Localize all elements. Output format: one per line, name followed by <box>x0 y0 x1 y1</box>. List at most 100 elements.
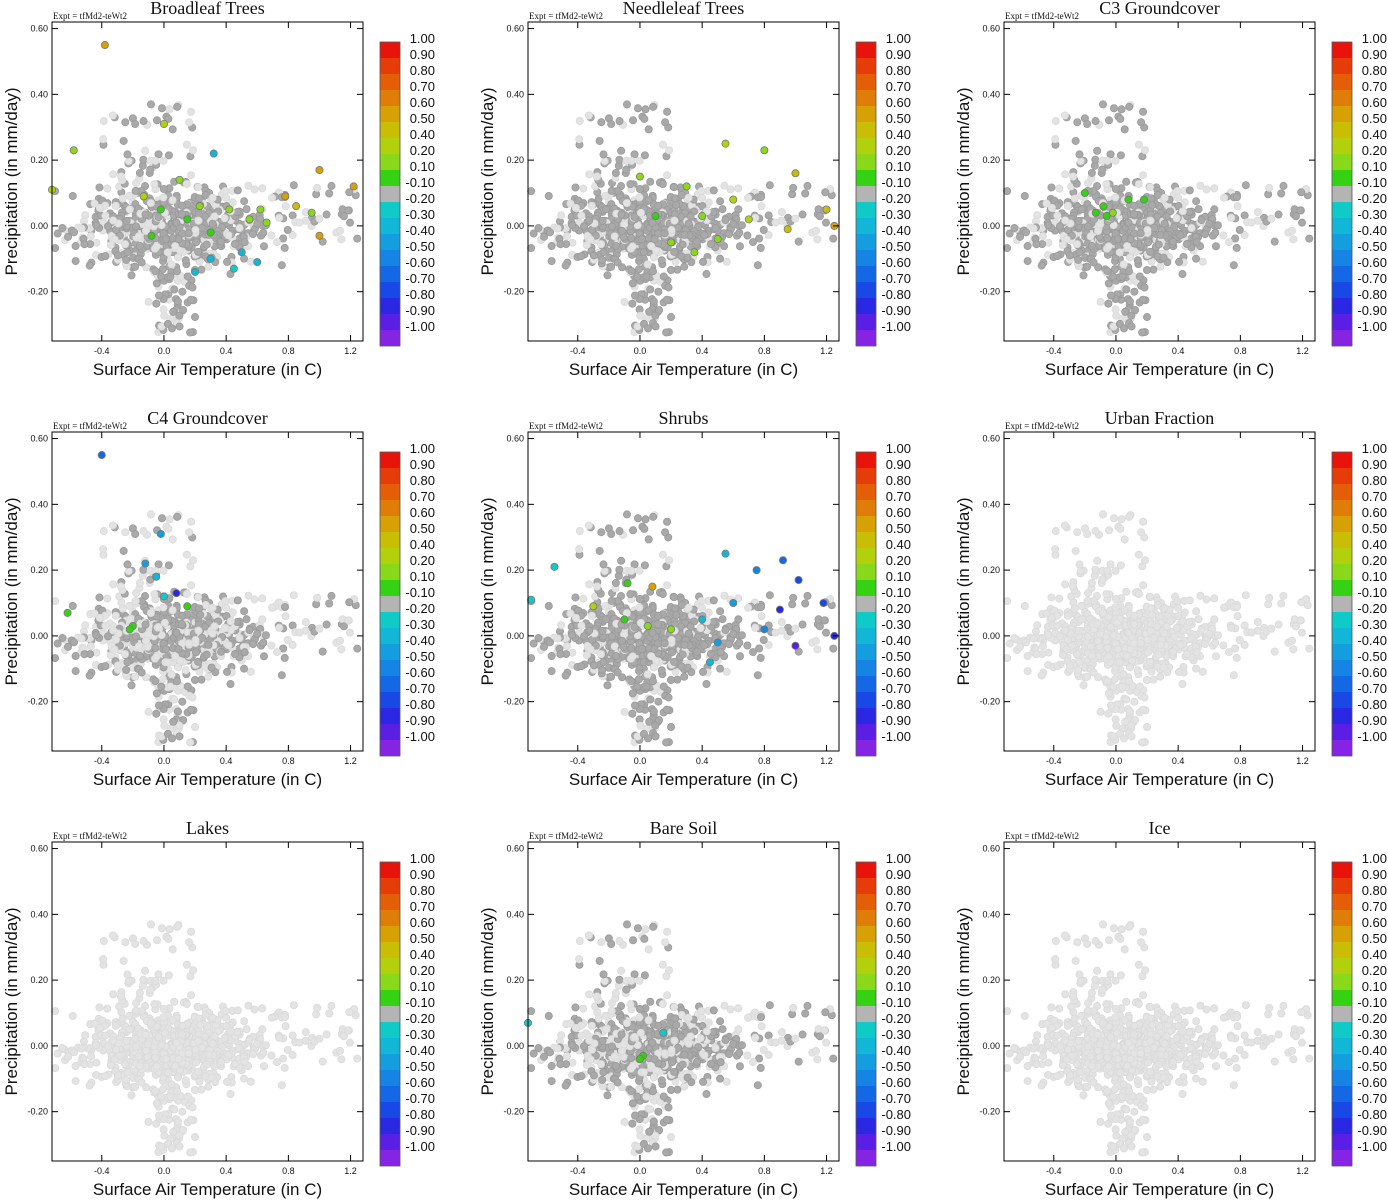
gray-point <box>680 672 689 681</box>
gray-point <box>670 247 679 256</box>
light-point <box>600 157 609 166</box>
colorbar-label: 0.50 <box>410 521 435 536</box>
gray-point <box>122 665 131 674</box>
light-point <box>268 603 277 612</box>
data-point <box>527 595 536 604</box>
gray-point <box>1211 228 1220 237</box>
colorbar-label: 0.40 <box>886 127 911 142</box>
light-point <box>258 184 267 193</box>
gray-point <box>1156 230 1165 239</box>
gray-point <box>629 526 638 535</box>
gray-point <box>700 231 709 240</box>
light-point <box>813 645 822 654</box>
light-point <box>81 621 90 630</box>
gray-point <box>756 653 765 662</box>
colorbar-swatch <box>380 170 400 186</box>
gray-point <box>801 599 810 608</box>
gray-point <box>158 265 167 274</box>
light-point <box>1076 157 1085 166</box>
gray-point <box>641 105 650 114</box>
light-point <box>146 199 155 208</box>
gray-point <box>101 662 110 671</box>
gray-point <box>753 671 762 680</box>
colorbar-swatch <box>856 138 876 154</box>
gray-point <box>242 205 251 214</box>
plot-frame <box>1003 21 1316 342</box>
light-point <box>147 510 156 519</box>
light-point <box>1111 156 1120 165</box>
gray-point <box>1146 247 1155 256</box>
gray-point <box>1037 261 1046 270</box>
gray-point <box>674 223 683 232</box>
gray-point <box>757 603 766 612</box>
gray-point <box>135 242 144 251</box>
gray-point <box>615 565 624 574</box>
gray-point <box>173 512 182 521</box>
light-point <box>1247 218 1256 227</box>
gray-point <box>721 626 730 635</box>
light-point <box>593 582 602 591</box>
colorbar-swatch <box>856 234 876 250</box>
gray-point <box>611 168 620 177</box>
data-point <box>713 638 722 647</box>
light-point <box>1039 232 1048 241</box>
gray-point <box>743 641 752 650</box>
colorbar: 1.000.900.800.700.600.500.400.200.10-0.1… <box>855 31 911 347</box>
gray-point <box>821 188 830 197</box>
gray-point <box>630 213 639 222</box>
light-point <box>124 157 133 166</box>
gray-point <box>1020 192 1029 201</box>
gray-point <box>597 528 606 537</box>
gray-point <box>1274 210 1283 219</box>
light-point <box>1143 226 1152 235</box>
colorbar-label: -0.40 <box>881 223 911 238</box>
light-point <box>210 212 219 221</box>
gray-point <box>259 242 268 251</box>
gray-point <box>634 675 643 684</box>
gray-point <box>637 645 646 654</box>
gray-point <box>164 151 173 160</box>
gray-point <box>709 618 718 627</box>
light-point <box>337 645 346 654</box>
gray-point <box>1140 283 1149 292</box>
light-point <box>601 601 610 610</box>
light-point <box>121 650 130 659</box>
gray-point <box>651 322 660 331</box>
colorbar-label: -0.20 <box>405 191 435 206</box>
data-point <box>705 658 714 667</box>
colorbar-swatch <box>856 612 876 628</box>
colorbar-swatch <box>856 596 876 612</box>
gray-point <box>589 251 598 260</box>
light-point <box>77 634 86 643</box>
gray-point <box>152 279 161 288</box>
data-point <box>1091 208 1100 217</box>
gray-point <box>339 212 348 221</box>
light-point <box>250 185 259 194</box>
colorbar-label: -0.10 <box>881 175 911 190</box>
gray-point <box>643 324 652 333</box>
gray-point <box>1185 186 1194 195</box>
gray-point <box>630 560 639 569</box>
data-point <box>159 119 168 128</box>
colorbar-swatch <box>1332 154 1352 170</box>
light-point <box>159 193 168 202</box>
gray-point <box>175 732 184 741</box>
light-point <box>337 235 346 244</box>
light-point <box>335 226 344 235</box>
light-point <box>167 260 176 269</box>
gray-point <box>631 291 640 300</box>
gray-point <box>312 190 321 199</box>
gray-point <box>658 180 667 189</box>
colorbar-label: 0.50 <box>886 111 911 126</box>
panel-title: Shrubs <box>658 408 708 428</box>
gray-point <box>789 183 798 192</box>
light-point <box>142 263 151 272</box>
light-point <box>597 650 606 659</box>
gray-point <box>1023 242 1032 251</box>
colorbar-label: -0.30 <box>405 617 435 632</box>
points-layer <box>1003 100 1314 337</box>
gray-point <box>661 528 670 537</box>
gray-point <box>1065 251 1074 260</box>
data-point <box>191 267 200 276</box>
light-point <box>1134 180 1143 189</box>
